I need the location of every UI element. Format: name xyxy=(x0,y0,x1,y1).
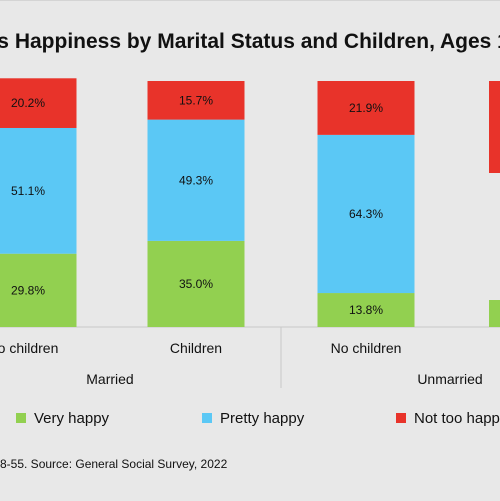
data-label-not-too-happy-2: 21.9% xyxy=(349,101,383,115)
bar-pretty-happy-0 xyxy=(0,127,77,254)
bar-not-too-happy-0 xyxy=(0,78,77,128)
data-label-very-happy-2: 13.8% xyxy=(349,303,383,317)
legend-label-very-happy: Very happy xyxy=(34,409,110,427)
bar-partial-not-too-happy xyxy=(489,81,500,173)
bar-not-too-happy-1 xyxy=(147,81,245,120)
group-label-1: Unmarried xyxy=(417,371,482,387)
bar-very-happy-1 xyxy=(147,240,245,327)
group-label-0: Married xyxy=(86,371,133,387)
legend-swatch-very-happy xyxy=(16,413,26,423)
bar-pretty-happy-1 xyxy=(147,119,245,241)
category-label-0: o children xyxy=(0,340,58,356)
data-label-pretty-happy-2: 64.3% xyxy=(349,207,383,221)
legend-label-pretty-happy: Pretty happy xyxy=(220,409,305,427)
data-label-very-happy-1: 35.0% xyxy=(179,277,213,291)
category-label-1: Children xyxy=(170,340,222,356)
bar-not-too-happy-2 xyxy=(317,81,415,135)
bar-very-happy-0 xyxy=(0,253,77,327)
legend-item-pretty-happy: Pretty happy xyxy=(202,406,304,430)
legend-swatch-not-too-happy xyxy=(396,413,406,423)
legend-item-very-happy: Very happy xyxy=(16,406,109,430)
legend-item-not-too-happy: Not too happ xyxy=(396,406,500,430)
data-label-not-too-happy-0: 20.2% xyxy=(11,96,45,110)
bar-very-happy-2 xyxy=(317,293,415,327)
data-label-not-too-happy-1: 15.7% xyxy=(179,93,213,107)
chart-legend: Very happy Pretty happy Not too happ xyxy=(0,406,500,430)
legend-label-not-too-happy: Not too happ xyxy=(414,409,500,427)
source-note: 8-55. Source: General Social Survey, 202… xyxy=(0,457,228,471)
data-label-pretty-happy-1: 49.3% xyxy=(179,173,213,187)
chart-title: n's Happiness by Marital Status and Chil… xyxy=(0,30,500,53)
data-label-very-happy-0: 29.8% xyxy=(11,283,45,297)
bar-partial-very-happy xyxy=(489,300,500,327)
bar-pretty-happy-2 xyxy=(317,134,415,294)
category-label-2: No children xyxy=(331,340,402,356)
legend-swatch-pretty-happy xyxy=(202,413,212,423)
data-label-pretty-happy-0: 51.1% xyxy=(11,184,45,198)
